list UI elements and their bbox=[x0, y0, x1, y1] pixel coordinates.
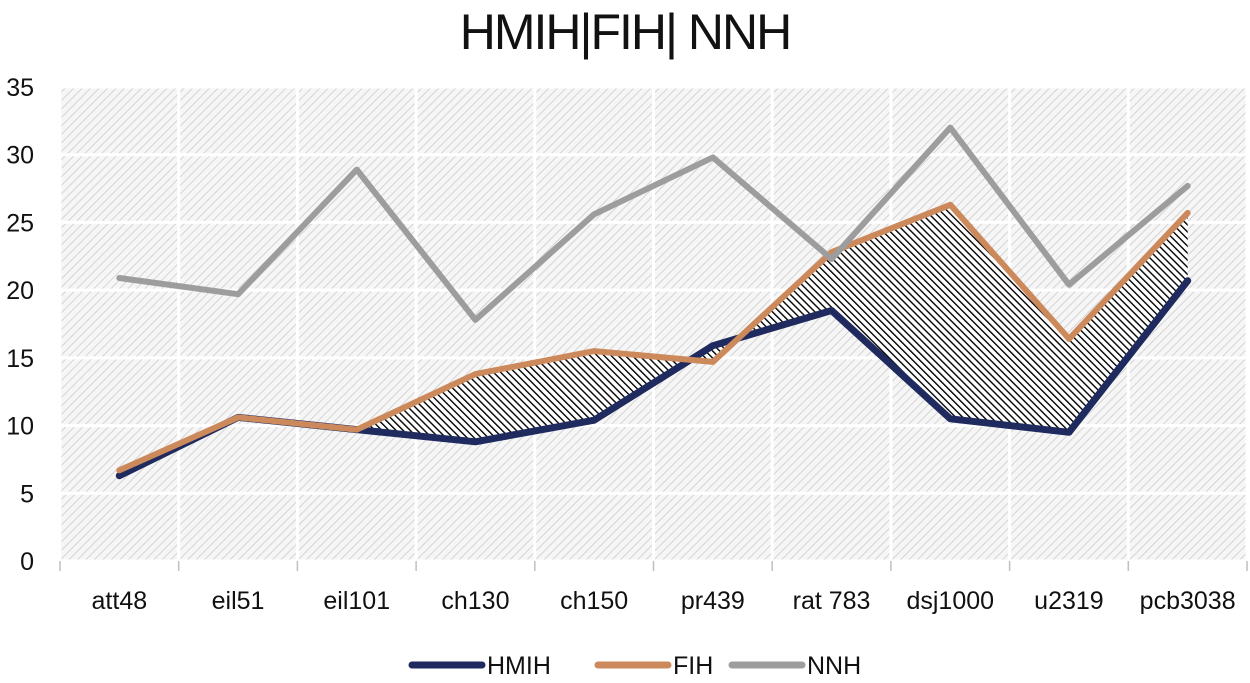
x-tick-label: u2319 bbox=[1034, 587, 1104, 615]
series-line-nnh bbox=[116, 124, 1191, 323]
chart-title: HMIH|FIH| NNH bbox=[459, 4, 793, 60]
y-tick-label: 30 bbox=[6, 142, 34, 170]
y-tick-label: 0 bbox=[20, 548, 34, 576]
y-tick-label: 25 bbox=[6, 209, 34, 237]
x-tick-label: ch150 bbox=[560, 587, 628, 615]
legend-label: NNH bbox=[807, 652, 861, 680]
legend-label: FIH bbox=[673, 652, 713, 680]
x-tick-label: att48 bbox=[92, 587, 148, 615]
legend-item-fih[interactable]: FIH bbox=[594, 652, 713, 680]
shaded-band-hmih-fih bbox=[119, 204, 1188, 476]
x-tick-label: eil51 bbox=[212, 587, 265, 615]
legend-item-nnh[interactable]: NNH bbox=[728, 652, 861, 680]
x-tick-label: pcb3038 bbox=[1140, 587, 1236, 615]
x-tick-label: pr439 bbox=[681, 587, 745, 615]
x-tick-label: ch130 bbox=[441, 587, 509, 615]
legend-item-hmih[interactable]: HMIH bbox=[408, 652, 551, 680]
series-line-fih bbox=[116, 201, 1191, 474]
y-tick-label: 5 bbox=[20, 480, 34, 508]
x-tick-label: rat 783 bbox=[793, 587, 871, 615]
x-tick-label: eil101 bbox=[323, 587, 390, 615]
legend-label: HMIH bbox=[487, 652, 551, 680]
x-tick-label: dsj1000 bbox=[906, 587, 994, 615]
y-tick-label: 15 bbox=[6, 345, 34, 373]
y-tick-label: 35 bbox=[6, 74, 34, 102]
y-tick-label: 20 bbox=[6, 277, 34, 305]
y-tick-label: 10 bbox=[6, 413, 34, 441]
